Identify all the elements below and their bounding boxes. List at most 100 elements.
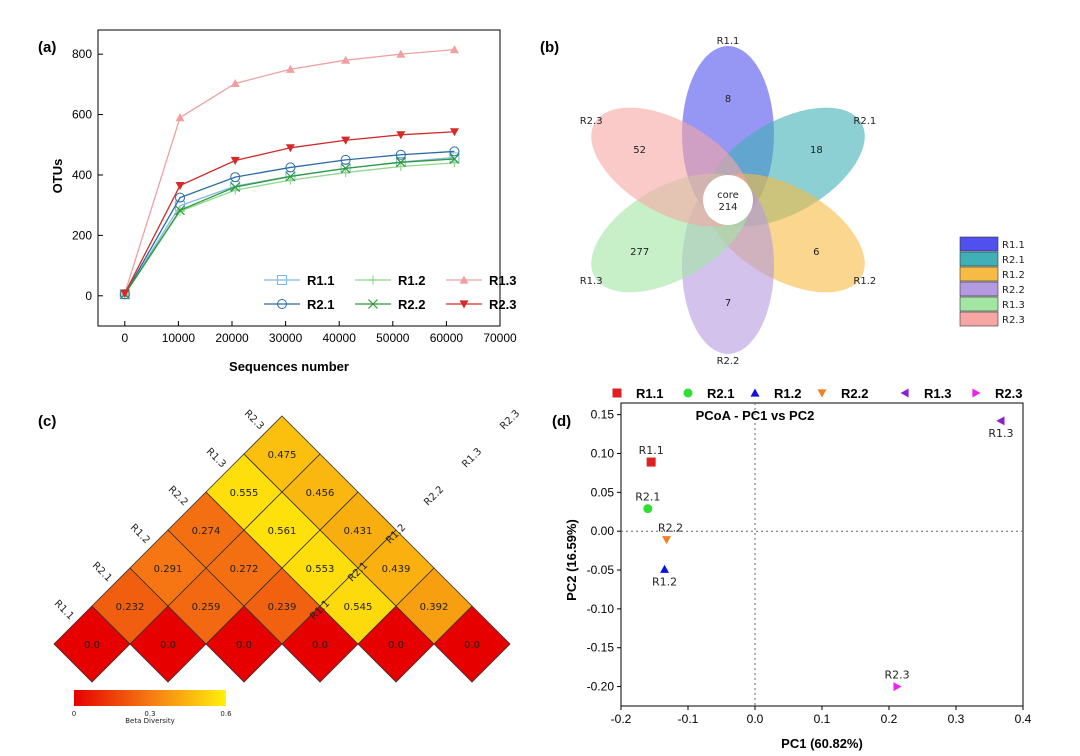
diag-cell-value: 0.0 bbox=[236, 640, 252, 651]
y-tick-label: -0.20 bbox=[587, 680, 615, 694]
legend-label-R2.3: R2.3 bbox=[995, 386, 1022, 401]
panel-a-xlabel: Sequences number bbox=[229, 359, 349, 374]
panel-d-title: PCoA - PC1 vs PC2 bbox=[696, 408, 815, 423]
legend-swatch-R1.2 bbox=[959, 266, 999, 282]
point-label-R2.3: R2.3 bbox=[884, 669, 909, 682]
legend-marker-R1.3 bbox=[900, 388, 909, 398]
core-value: 214 bbox=[718, 202, 737, 213]
legend-label-R1.2: R1.2 bbox=[398, 273, 425, 288]
colorbar-mid: 0.3 bbox=[144, 710, 155, 718]
heat-cell-value: 0.259 bbox=[192, 602, 221, 613]
legend-label-R1.2: R1.2 bbox=[774, 386, 801, 401]
legend-label-R2.2: R2.2 bbox=[1002, 285, 1025, 296]
petal-value-R1.3: 277 bbox=[630, 247, 649, 258]
petal-name-R2.1: R2.1 bbox=[853, 116, 876, 127]
y-tick-label: 800 bbox=[72, 47, 92, 61]
x-tick-label: -0.2 bbox=[611, 712, 632, 726]
x-tick-label: 0.1 bbox=[814, 712, 831, 726]
heat-cell-value: 0.456 bbox=[306, 488, 335, 499]
y-tick-label: 0 bbox=[85, 289, 92, 303]
point-R2.2 bbox=[285, 171, 296, 182]
y-tick-label: 400 bbox=[72, 168, 92, 182]
point-label-R1.1: R1.1 bbox=[639, 444, 664, 457]
point-label-R2.1: R2.1 bbox=[635, 491, 660, 504]
panel-a-label: (a) bbox=[38, 39, 56, 56]
panel-a-axes: 0 10000 20000 30000 40000 50000 60000 70000 0 200… bbox=[72, 29, 517, 345]
left-label-R2.3: R2.3 bbox=[242, 408, 266, 432]
legend-label-R1.1: R1.1 bbox=[636, 386, 663, 401]
legend-marker-R1.2 bbox=[750, 388, 760, 397]
heat-cell-value: 0.232 bbox=[116, 602, 145, 613]
petal-name-R2.2: R2.2 bbox=[717, 356, 740, 367]
y-tick-label: 0.15 bbox=[591, 408, 615, 422]
heat-cell bbox=[243, 415, 321, 493]
panel-d-legend: R1.1 R2.1 R1.2 R2.2 R1.3 R2.3 bbox=[612, 386, 1022, 401]
legend-label-R1.3: R1.3 bbox=[1002, 300, 1025, 311]
x-tick-label: 0.3 bbox=[948, 712, 965, 726]
panel-d-frame bbox=[620, 402, 1024, 707]
y-tick-label: 0.00 bbox=[591, 524, 615, 538]
heat-cell-value: 0.475 bbox=[268, 450, 297, 461]
legend-marker-R2.1 bbox=[277, 299, 287, 309]
heat-cell-value: 0.291 bbox=[154, 564, 183, 575]
heat-cell-value: 0.561 bbox=[268, 526, 297, 537]
diag-cell-value: 0.0 bbox=[160, 640, 176, 651]
x-tick-label: 10000 bbox=[162, 331, 196, 345]
legend-label-R2.3: R2.3 bbox=[489, 297, 516, 312]
panel-c-heatmap: 0.0 0.0 0.0 0.0 0.0 0.0 0.232 0.259 0.239 0.545 0.… bbox=[52, 408, 522, 725]
y-tick-label: -0.05 bbox=[587, 563, 615, 577]
legend-swatch-R1.1 bbox=[959, 236, 999, 252]
legend-marker-R1.3 bbox=[459, 275, 469, 284]
petal-value-R1.2: 6 bbox=[813, 247, 819, 258]
point-R2.2 bbox=[230, 182, 241, 192]
series-line-R2.1 bbox=[124, 150, 455, 295]
point-R1.3 bbox=[341, 55, 351, 64]
x-tick-label: 30000 bbox=[269, 331, 303, 345]
legend-label-R1.3: R1.3 bbox=[489, 273, 516, 288]
x-tick-label: 0.4 bbox=[1015, 712, 1032, 726]
diag-cell-value: 0.0 bbox=[84, 640, 100, 651]
legend-label-R2.1: R2.1 bbox=[707, 386, 734, 401]
y-tick-label: 0.10 bbox=[591, 447, 615, 461]
point-R2.3 bbox=[230, 156, 240, 165]
point-R2.3 bbox=[120, 289, 130, 298]
petal-value-R2.3: 52 bbox=[633, 145, 646, 156]
core-label: core bbox=[717, 190, 739, 201]
y-tick-label: 600 bbox=[72, 108, 92, 122]
legend-swatch-R2.2 bbox=[959, 281, 999, 297]
x-tick-label: 0 bbox=[121, 331, 128, 345]
legend-swatch-R1.3 bbox=[959, 296, 999, 312]
point-R2.1 bbox=[340, 154, 351, 165]
heat-cell-value: 0.392 bbox=[420, 602, 449, 613]
point-R2.2 bbox=[395, 157, 406, 168]
point-label-R2.2: R2.2 bbox=[658, 522, 683, 535]
point-R1.1 bbox=[646, 457, 656, 467]
legend-label-R2.1: R2.1 bbox=[1002, 255, 1025, 266]
x-tick-label: 70000 bbox=[483, 331, 517, 345]
petal-name-R1.1: R1.1 bbox=[717, 36, 740, 47]
petal-value-R2.1: 18 bbox=[810, 145, 823, 156]
diag-cell-value: 0.0 bbox=[464, 640, 480, 651]
legend-label-R1.1: R1.1 bbox=[1002, 240, 1025, 251]
legend-marker-R2.2 bbox=[817, 389, 827, 398]
point-R2.3 bbox=[893, 682, 902, 692]
heat-cell-value: 0.439 bbox=[382, 564, 411, 575]
y-tick-label: 0.05 bbox=[591, 485, 615, 499]
point-R2.1 bbox=[285, 162, 296, 173]
point-R2.1 bbox=[395, 149, 406, 160]
diag-cell-value: 0.0 bbox=[388, 640, 404, 651]
heat-cell-value: 0.272 bbox=[230, 564, 259, 575]
legend-marker-R2.3 bbox=[972, 388, 981, 398]
legend-marker-R1.2 bbox=[368, 275, 378, 285]
legend-label-R1.2: R1.2 bbox=[1002, 270, 1025, 281]
legend-marker-R1.1 bbox=[277, 275, 287, 285]
panel-a-legend: R1.1 R1.2 R1.3 R2.1 R2.2 R2.3 bbox=[264, 273, 516, 312]
legend-label-R2.2: R2.2 bbox=[841, 386, 868, 401]
point-R2.1 bbox=[175, 192, 186, 203]
left-label-R2.1: R2.1 bbox=[90, 560, 114, 584]
petal-value-R2.2: 7 bbox=[725, 298, 731, 309]
panel-a-ylabel: OTUs bbox=[50, 159, 65, 194]
point-R2.2 bbox=[449, 154, 460, 164]
point-R1.2 bbox=[449, 158, 459, 168]
